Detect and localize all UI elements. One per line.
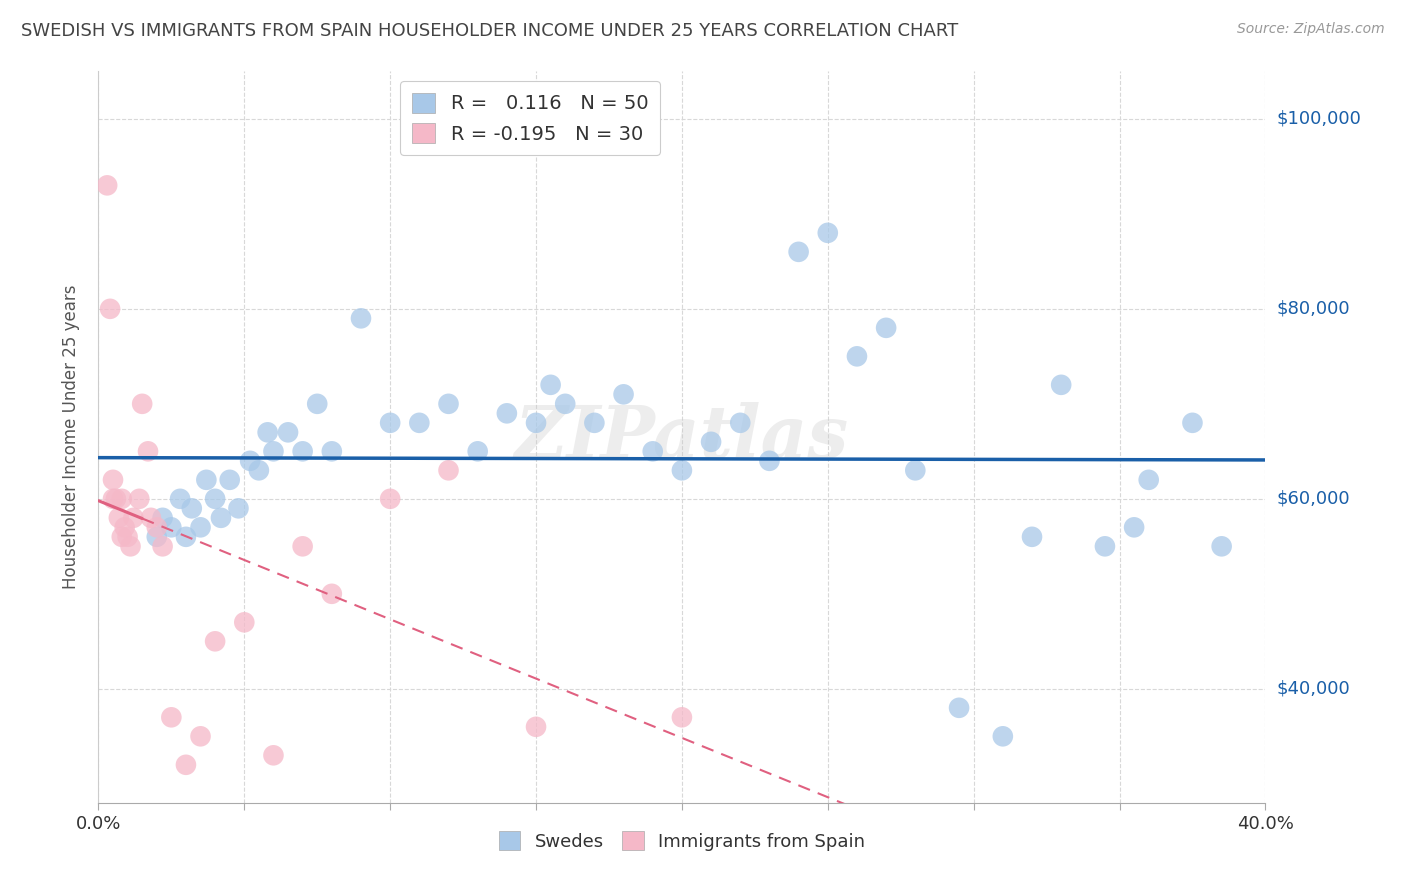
Text: ZIPatlas: ZIPatlas bbox=[515, 401, 849, 473]
Point bbox=[730, 416, 752, 430]
Point bbox=[554, 397, 576, 411]
Point bbox=[139, 511, 162, 525]
Point bbox=[122, 511, 145, 525]
Point bbox=[583, 416, 606, 430]
Point bbox=[120, 539, 142, 553]
Point bbox=[190, 520, 212, 534]
Point bbox=[117, 530, 139, 544]
Point bbox=[209, 511, 232, 525]
Point bbox=[612, 387, 634, 401]
Point bbox=[152, 539, 174, 553]
Point bbox=[291, 539, 314, 553]
Point bbox=[101, 491, 124, 506]
Point bbox=[131, 397, 153, 411]
Point bbox=[104, 491, 127, 506]
Point bbox=[146, 520, 169, 534]
Point bbox=[111, 530, 134, 544]
Point bbox=[1211, 539, 1233, 553]
Point bbox=[380, 491, 402, 506]
Point bbox=[256, 425, 278, 440]
Point bbox=[948, 701, 970, 715]
Point bbox=[204, 634, 226, 648]
Point bbox=[787, 244, 810, 259]
Point bbox=[1050, 377, 1073, 392]
Point bbox=[247, 463, 270, 477]
Text: $80,000: $80,000 bbox=[1277, 300, 1350, 318]
Point bbox=[146, 530, 169, 544]
Point bbox=[1021, 530, 1043, 544]
Y-axis label: Householder Income Under 25 years: Householder Income Under 25 years bbox=[62, 285, 80, 590]
Point bbox=[307, 397, 329, 411]
Point bbox=[467, 444, 489, 458]
Point bbox=[496, 406, 519, 420]
Point bbox=[1181, 416, 1204, 430]
Point bbox=[437, 397, 460, 411]
Point bbox=[160, 710, 183, 724]
Text: SWEDISH VS IMMIGRANTS FROM SPAIN HOUSEHOLDER INCOME UNDER 25 YEARS CORRELATION C: SWEDISH VS IMMIGRANTS FROM SPAIN HOUSEHO… bbox=[21, 22, 959, 40]
Point bbox=[277, 425, 299, 440]
Point bbox=[671, 710, 693, 724]
Point bbox=[700, 434, 723, 449]
Point bbox=[991, 729, 1014, 743]
Point bbox=[114, 520, 136, 534]
Point bbox=[524, 720, 547, 734]
Point bbox=[321, 587, 343, 601]
Point bbox=[228, 501, 250, 516]
Point bbox=[321, 444, 343, 458]
Point bbox=[1137, 473, 1160, 487]
Text: $100,000: $100,000 bbox=[1277, 110, 1361, 128]
Point bbox=[524, 416, 547, 430]
Point bbox=[437, 463, 460, 477]
Point bbox=[218, 473, 240, 487]
Point bbox=[408, 416, 430, 430]
Point bbox=[96, 178, 118, 193]
Point bbox=[160, 520, 183, 534]
Point bbox=[101, 473, 124, 487]
Point bbox=[350, 311, 373, 326]
Point bbox=[195, 473, 218, 487]
Point bbox=[758, 454, 780, 468]
Point bbox=[180, 501, 202, 516]
Point bbox=[1094, 539, 1116, 553]
Legend: Swedes, Immigrants from Spain: Swedes, Immigrants from Spain bbox=[489, 822, 875, 860]
Point bbox=[1123, 520, 1146, 534]
Point bbox=[291, 444, 314, 458]
Point bbox=[904, 463, 927, 477]
Point bbox=[169, 491, 191, 506]
Point bbox=[111, 491, 134, 506]
Text: $40,000: $40,000 bbox=[1277, 680, 1350, 698]
Text: $60,000: $60,000 bbox=[1277, 490, 1350, 508]
Point bbox=[380, 416, 402, 430]
Point bbox=[262, 748, 284, 763]
Point bbox=[875, 321, 897, 335]
Point bbox=[233, 615, 256, 630]
Point bbox=[204, 491, 226, 506]
Point bbox=[98, 301, 121, 316]
Point bbox=[540, 377, 562, 392]
Point bbox=[152, 511, 174, 525]
Point bbox=[128, 491, 150, 506]
Text: Source: ZipAtlas.com: Source: ZipAtlas.com bbox=[1237, 22, 1385, 37]
Point bbox=[190, 729, 212, 743]
Point bbox=[817, 226, 839, 240]
Point bbox=[108, 511, 131, 525]
Point bbox=[174, 757, 197, 772]
Point bbox=[671, 463, 693, 477]
Point bbox=[174, 530, 197, 544]
Point bbox=[239, 454, 262, 468]
Point bbox=[641, 444, 664, 458]
Point bbox=[846, 349, 869, 363]
Point bbox=[262, 444, 284, 458]
Point bbox=[136, 444, 159, 458]
